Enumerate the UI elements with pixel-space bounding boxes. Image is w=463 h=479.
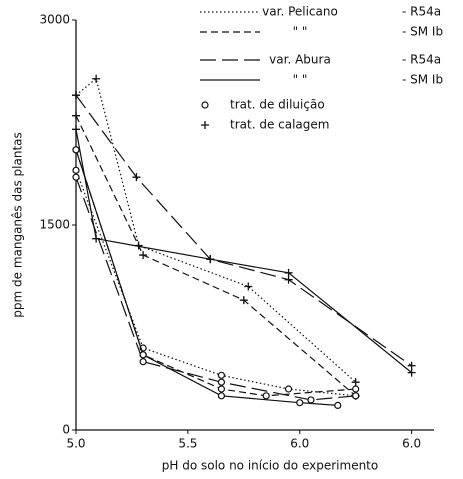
legend-right: - SM Ib <box>402 25 443 39</box>
legend-marker-label: trat. de diluição <box>230 98 325 112</box>
legend-marker <box>201 121 209 129</box>
x-tick-label: 6.0 <box>402 437 421 451</box>
marker-circle <box>139 351 147 359</box>
legend-right: - R54a <box>402 53 441 67</box>
marker-circle <box>217 378 226 386</box>
x-tick-label: 5.5 <box>178 437 197 451</box>
marker-circle <box>139 358 147 366</box>
marker-plus <box>72 111 80 120</box>
series-line <box>75 94 412 367</box>
marker-plus <box>72 91 80 100</box>
marker-circle <box>72 173 80 181</box>
series-line <box>75 170 356 397</box>
marker-plus <box>239 296 248 305</box>
marker-circle <box>262 392 270 400</box>
marker-plus <box>284 275 293 284</box>
marker-circle <box>352 385 360 393</box>
marker-circle <box>307 396 315 404</box>
legend-left: " " <box>293 73 308 87</box>
x-tick-label: 6.0 <box>290 437 309 451</box>
marker-plus <box>132 173 141 182</box>
marker-plus <box>92 234 101 243</box>
y-tick-label: 1500 <box>39 218 70 232</box>
marker-circle <box>217 392 226 400</box>
marker-circle <box>334 401 342 409</box>
series-line <box>75 149 338 406</box>
legend-right: - R54a <box>402 5 441 19</box>
marker-plus <box>407 368 416 377</box>
y-axis-label: ppm de manganês das plantas <box>11 132 25 317</box>
marker-circle <box>72 146 80 154</box>
marker-plus <box>407 361 416 370</box>
marker-circle <box>284 385 293 393</box>
marker-plus <box>92 74 101 83</box>
marker-circle <box>217 371 226 379</box>
legend-left: var. Abura <box>269 53 331 67</box>
marker-plus <box>351 378 360 387</box>
marker-plus <box>72 125 80 134</box>
series-line <box>75 115 357 397</box>
series-line <box>75 149 356 397</box>
x-axis-label: pH do solo no início do experimento <box>162 459 378 473</box>
x-tick-label: 5.0 <box>66 437 85 451</box>
legend-marker-label: trat. de calagem <box>230 118 329 132</box>
legend: var. Pelicano - R54a " " - SM Ib var. Abura -… <box>200 5 443 132</box>
marker-circle <box>296 399 304 407</box>
y-tick-label: 0 <box>62 423 70 437</box>
series-line <box>75 77 357 383</box>
legend-left: var. Pelicano <box>262 5 338 19</box>
marker-plus <box>139 251 148 260</box>
series-line <box>75 129 413 374</box>
y-tick-label: 3000 <box>39 13 70 27</box>
marker-plus <box>244 282 253 291</box>
series-line <box>75 176 356 401</box>
marker-plus <box>284 268 293 277</box>
legend-marker <box>201 101 209 109</box>
legend-left: " " <box>293 25 308 39</box>
marker-circle <box>217 385 226 393</box>
legend-right: - SM Ib <box>402 73 443 87</box>
marker-circle <box>72 166 80 174</box>
marker-plus <box>206 255 215 264</box>
marker-circle <box>352 392 360 400</box>
